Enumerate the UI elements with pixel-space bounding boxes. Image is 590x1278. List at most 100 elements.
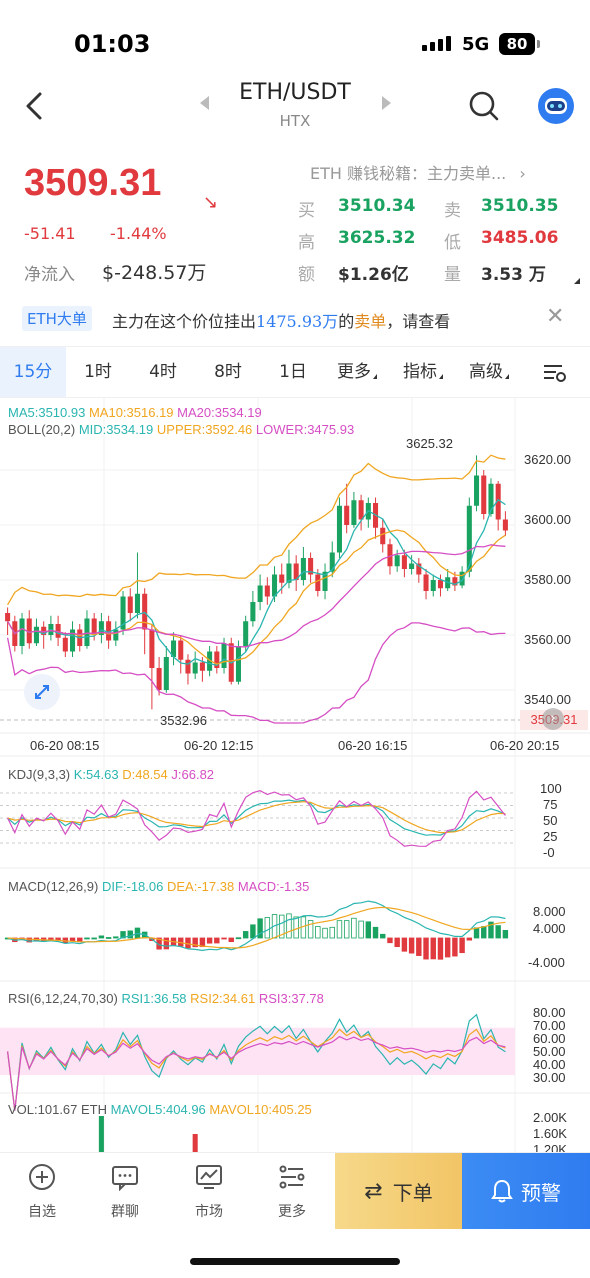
buy-value: 3510.34 [338,196,416,216]
tab-8h[interactable]: 8时 [214,362,242,382]
macd-dea-label: DEA:-17.38 [166,879,235,894]
macd-bar [105,937,112,939]
candle-body [488,483,494,514]
price-axis-label: 3580.00 [524,572,571,587]
change-abs: -51.41 [24,224,76,243]
macd-bar [365,921,372,939]
triangle-left-icon[interactable] [200,96,209,110]
macd-bar [307,920,314,939]
search-icon[interactable] [468,90,500,122]
candle-body [329,552,335,572]
tab-more[interactable]: 更多 [326,347,388,397]
ma-legend: MA5:3510.93 MA10:3516.19 MA20:3534.19 [8,405,262,420]
banner-text: 主力在这个价位挂出1475.93万的卖单，请查看 [112,308,450,332]
kdj-j-label: J:66.82 [171,767,215,782]
kdj-axis-label: 75 [543,797,558,812]
candle-body [401,555,407,569]
macd-bar [26,937,32,943]
exchange-label: HTX [279,112,311,130]
caret-icon [439,374,443,379]
candle-body [315,574,321,591]
banner-text-mid: 的 [338,312,355,331]
bottom-item-chat[interactable]: 群聊 [90,1163,160,1221]
macd-bar [235,937,242,940]
vol-axis-label: 1.60K [533,1126,567,1141]
macd-bar [69,937,76,942]
candle-body [84,618,90,646]
candle-body [106,621,112,641]
macd-bar [315,926,321,939]
tab-1d[interactable]: 1日 [279,362,307,382]
macd-bar [48,937,54,940]
candle-body [120,596,126,630]
time-axis-label: 06-20 08:15 [30,738,100,753]
boll-lower-label: LOWER:3475.93 [255,422,355,437]
macd-bar [214,937,220,944]
kdj-axis-label: 100 [540,781,562,796]
candle-body [185,659,191,674]
candle-body [387,544,393,567]
tips-link[interactable]: ETH 赚钱秘籍：主力卖单... › [310,160,526,184]
battery-icon: 80 [499,33,535,55]
macd-bar [408,937,415,954]
candle-body [199,662,205,671]
status-time: 01:03 [74,30,151,58]
bottom-item-more[interactable]: 更多 [257,1163,327,1221]
more-icon [279,1165,305,1189]
candle-body [344,505,350,525]
candle-body [250,602,256,622]
candle-body [5,613,11,622]
triangle-right-icon[interactable] [382,96,391,110]
macd-bar [481,926,487,939]
tab-advanced[interactable]: 高级 [458,347,520,397]
pair-title[interactable]: ETH/USDT [239,80,351,105]
candle-body [322,571,328,591]
candle-body [495,483,501,520]
kdj-axis-label: 25 [543,829,558,844]
boll-label: BOLL(20,2) [8,422,76,437]
arrow-down-right-icon: ↘ [203,192,219,213]
macd-bar [358,920,364,939]
boll-legend: BOLL(20,2) MID:3534.19 UPPER:3592.46 LOW… [8,422,354,437]
macd-bar [113,936,119,939]
time-axis-label: 06-20 20:15 [490,738,560,753]
expand-icon[interactable] [24,674,60,710]
macd-bar [466,937,473,941]
close-icon[interactable]: ✕ [546,304,565,329]
signal-icon [422,36,451,51]
tab-15m[interactable]: 15分 [0,347,66,397]
rsi-axis-label: 70.00 [533,1018,566,1033]
candle-body [430,580,436,591]
candle-body [70,629,76,652]
candle-body [178,640,184,660]
macd-bar [452,937,458,957]
rsi2-label: RSI2:34.61 [190,991,256,1006]
macd-bar [185,937,191,949]
tab-indicators[interactable]: 指标 [392,347,454,397]
macd-dea-line [7,906,506,949]
bottom-item-watchlist[interactable]: 自选 [7,1163,77,1221]
chevron-left-icon[interactable] [20,86,50,126]
bottom-bar: 自选 群聊 市场 更多 ⇄ 下单 预警 [0,1152,590,1229]
candle-body [192,662,198,674]
price-chart[interactable] [0,398,590,1152]
tab-4h[interactable]: 4时 [149,362,177,382]
rsi-axis-label: 50.00 [533,1044,566,1059]
whale-banner[interactable]: ETH大单 主力在这个价位挂出1475.93万的卖单，请查看 ✕ [0,300,590,340]
bottom-item-market[interactable]: 市场 [174,1163,244,1221]
candle-body [163,657,169,690]
jump-latest-icon[interactable]: › [542,708,564,730]
candle-body [62,637,68,652]
kdj-legend: KDJ(9,3,3) K:54.63 D:48.54 J:66.82 [8,767,214,782]
status-bar: 01:03 5G 80 [0,0,590,80]
robot-icon[interactable] [538,88,574,124]
order-button[interactable]: ⇄ 下单 [335,1153,462,1229]
kdj-d-line [7,801,506,834]
candle-body [481,475,487,514]
tab-more-label: 更多 [337,362,371,382]
plus-circle-icon [29,1164,55,1190]
macd-bar [279,914,285,939]
chart-settings-icon[interactable] [542,361,568,385]
alert-button[interactable]: 预警 [462,1153,590,1229]
tab-1h[interactable]: 1时 [84,362,112,382]
